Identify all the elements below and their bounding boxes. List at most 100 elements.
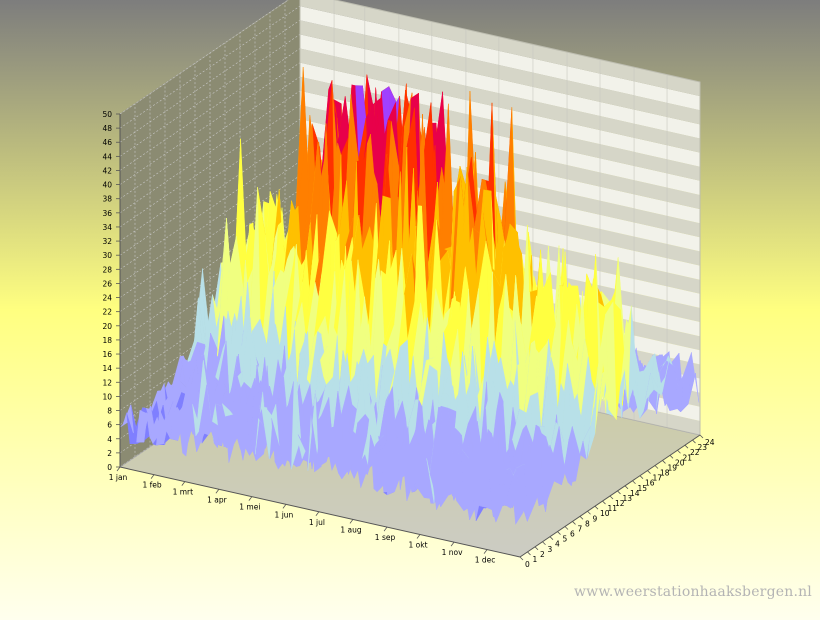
z-tick-label: 40 <box>102 181 112 190</box>
surface-mesh <box>119 67 700 525</box>
z-tick-label: 26 <box>102 279 112 288</box>
x-tick-mark <box>315 511 320 516</box>
y-tick-label: 3 <box>548 545 553 554</box>
y-tick-mark <box>602 500 606 505</box>
left-wall-gridline <box>119 161 301 284</box>
z-tick-label: 32 <box>102 237 112 246</box>
y-tick-label: 9 <box>593 514 598 523</box>
x-tick-label: 1 okt <box>408 541 427 550</box>
z-tick-label: 44 <box>102 152 112 161</box>
y-tick-mark <box>617 490 621 495</box>
z-tick-label: 42 <box>102 166 112 175</box>
y-tick-label: 10 <box>600 509 610 518</box>
x-tick-mark <box>349 519 354 524</box>
y-tick-mark <box>557 531 561 535</box>
y-tick-mark <box>639 475 644 479</box>
y-tick-mark <box>542 541 546 546</box>
x-tick-mark <box>150 474 155 479</box>
z-axis-tick-labels: 0246810121416182022242628303234363840424… <box>102 110 120 472</box>
y-tick-label: 0 <box>525 560 530 569</box>
y-tick-label: 22 <box>690 448 700 457</box>
x-tick-mark <box>483 549 488 554</box>
y-tick-mark <box>527 551 531 556</box>
y-tick-label: 13 <box>623 494 633 503</box>
y-tick-label: 20 <box>675 458 685 467</box>
y-tick-mark <box>677 449 681 454</box>
z-tick-label: 48 <box>102 124 112 133</box>
y-tick-label: 7 <box>578 524 583 533</box>
x-tick-label: 1 jul <box>309 518 325 527</box>
y-tick-mark <box>647 470 651 474</box>
y-tick-label: 12 <box>615 499 625 508</box>
y-tick-mark <box>609 495 614 500</box>
x-tick-mark <box>450 541 455 547</box>
y-tick-label: 15 <box>638 484 648 493</box>
z-tick-label: 34 <box>102 223 112 232</box>
y-tick-mark <box>632 480 636 485</box>
x-tick-label: 1 jun <box>275 510 294 519</box>
x-tick-mark <box>416 534 421 539</box>
z-tick-label: 16 <box>102 350 112 359</box>
y-tick-mark <box>654 465 659 469</box>
x-tick-label: 1 jan <box>109 473 128 482</box>
y-tick-label: 14 <box>630 489 640 498</box>
y-tick-mark <box>594 505 599 510</box>
y-tick-label: 5 <box>563 535 568 544</box>
x-axis-line <box>119 466 521 558</box>
z-tick-label: 2 <box>107 449 112 458</box>
left-wall-gridline <box>119 90 301 214</box>
z-tick-label: 38 <box>102 195 112 204</box>
y-tick-mark <box>692 439 696 444</box>
z-tick-label: 8 <box>107 407 112 416</box>
x-tick-label: 1 feb <box>142 481 161 490</box>
z-tick-label: 20 <box>102 322 112 331</box>
z-tick-label: 12 <box>102 378 112 387</box>
x-tick-mark <box>215 489 220 494</box>
left-wall-gridline <box>119 5 301 129</box>
y-tick-mark <box>699 434 704 439</box>
y-tick-label: 19 <box>668 463 678 472</box>
x-tick-label: 1 nov <box>442 548 463 557</box>
y-tick-mark <box>534 546 539 551</box>
y-tick-mark <box>579 516 584 520</box>
left-wall-gridline <box>119 132 301 256</box>
y-tick-mark <box>519 556 524 561</box>
y-tick-label: 24 <box>705 438 715 447</box>
y-tick-label: 1 <box>533 555 538 564</box>
left-wall-gridline <box>119 62 301 185</box>
y-tick-label: 16 <box>645 479 655 488</box>
z-tick-label: 10 <box>102 392 112 401</box>
z-tick-label: 24 <box>102 294 112 303</box>
z-tick-label: 18 <box>102 336 112 345</box>
x-tick-mark <box>116 466 121 472</box>
y-tick-label: 11 <box>608 504 618 513</box>
y-tick-label: 2 <box>540 550 545 559</box>
y-tick-mark <box>549 536 554 540</box>
y-tick-mark <box>669 455 674 459</box>
x-tick-mark <box>181 481 186 486</box>
y-tick-label: 18 <box>660 469 670 478</box>
y-tick-mark <box>587 510 591 515</box>
y-tick-label: 17 <box>653 474 663 483</box>
z-tick-label: 0 <box>107 463 112 472</box>
x-tick-mark <box>383 526 388 532</box>
z-tick-label: 28 <box>102 265 112 274</box>
z-tick-label: 36 <box>102 209 112 218</box>
y-tick-mark <box>684 444 689 449</box>
y-tick-label: 4 <box>555 540 560 549</box>
y-tick-mark <box>624 485 629 490</box>
x-tick-mark <box>248 496 253 501</box>
watermark-text: www.weerstationhaaksbergen.nl <box>573 584 812 600</box>
y-tick-mark <box>662 460 666 464</box>
x-tick-label: 1 mrt <box>173 488 194 497</box>
z-tick-label: 30 <box>102 251 112 260</box>
x-tick-label: 1 sep <box>375 533 396 542</box>
y-tick-label: 23 <box>698 443 708 452</box>
z-tick-label: 46 <box>102 138 112 147</box>
x-tick-label: 1 apr <box>207 495 228 504</box>
surface-cell <box>515 493 527 525</box>
z-tick-label: 14 <box>102 364 112 373</box>
